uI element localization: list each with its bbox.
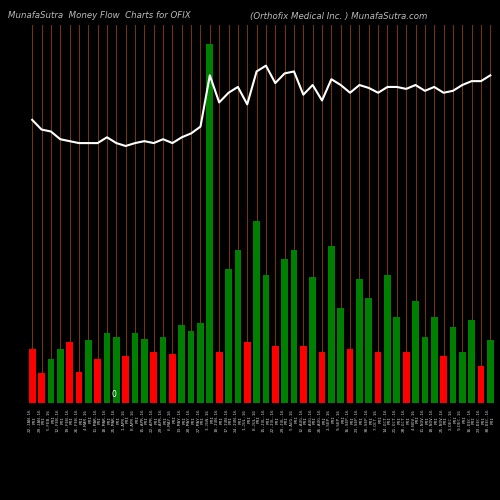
Bar — [300, 346, 306, 403]
Bar — [318, 352, 326, 403]
Bar — [310, 276, 316, 402]
Bar — [234, 250, 241, 402]
Bar — [440, 356, 447, 403]
Bar — [272, 346, 278, 403]
Bar — [85, 340, 91, 402]
Bar — [422, 336, 428, 402]
Bar — [122, 356, 129, 403]
Bar — [113, 336, 119, 402]
Bar — [178, 325, 185, 402]
Bar — [403, 352, 409, 403]
Bar — [66, 342, 73, 402]
Bar — [132, 333, 138, 402]
Bar — [346, 350, 354, 403]
Bar — [150, 352, 157, 403]
Bar — [169, 354, 176, 403]
Bar — [262, 274, 270, 402]
Bar — [394, 318, 400, 402]
Bar — [282, 259, 288, 402]
Bar — [104, 333, 110, 402]
Bar — [57, 350, 64, 403]
Bar — [356, 278, 363, 402]
Bar — [216, 352, 222, 403]
Bar — [338, 308, 344, 402]
Text: (Orthofix Medical Inc. ) MunafaSutra.com: (Orthofix Medical Inc. ) MunafaSutra.com — [250, 12, 428, 20]
Bar — [160, 336, 166, 402]
Bar — [197, 323, 204, 402]
Bar — [94, 359, 101, 403]
Bar — [38, 374, 45, 402]
Bar — [366, 298, 372, 403]
Bar — [225, 269, 232, 402]
Bar — [375, 352, 382, 403]
Bar — [141, 338, 148, 402]
Bar — [244, 342, 250, 402]
Bar — [188, 331, 194, 402]
Bar — [29, 350, 35, 403]
Bar — [48, 359, 54, 403]
Bar — [290, 250, 298, 402]
Bar — [76, 372, 82, 402]
Bar — [478, 366, 484, 403]
Bar — [468, 320, 475, 402]
Bar — [459, 352, 466, 403]
Bar — [206, 44, 213, 403]
Bar — [412, 301, 419, 402]
Bar — [487, 340, 494, 402]
Bar — [431, 318, 438, 402]
Bar — [450, 327, 456, 402]
Text: 0: 0 — [112, 390, 116, 398]
Text: MunafaSutra  Money Flow  Charts for OFIX: MunafaSutra Money Flow Charts for OFIX — [8, 12, 190, 20]
Bar — [384, 274, 391, 402]
Bar — [253, 220, 260, 402]
Bar — [328, 246, 334, 402]
